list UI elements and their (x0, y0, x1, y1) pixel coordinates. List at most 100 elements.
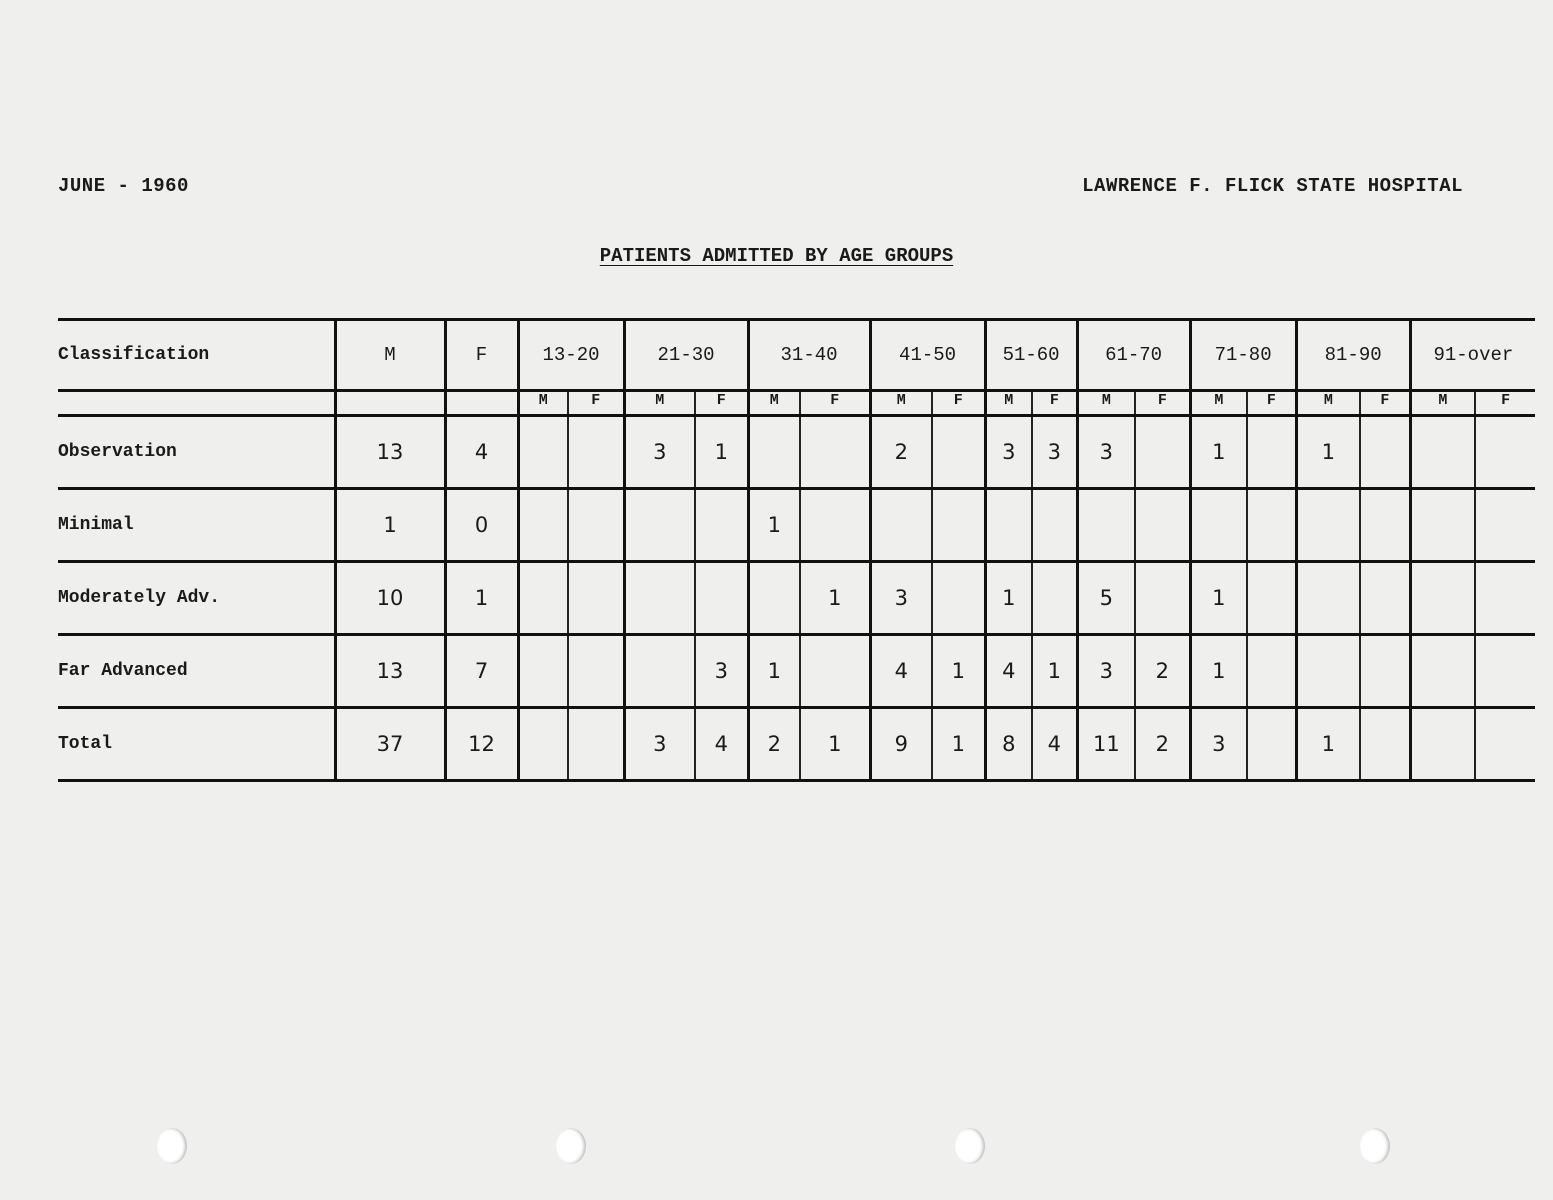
female-count-cell: 3 (694, 634, 749, 709)
punch-hole (157, 1128, 187, 1164)
punch-hole (1360, 1128, 1390, 1164)
female-count-cell: 1 (799, 561, 871, 636)
female-count-cell (1031, 488, 1078, 563)
subheader-male: M (516, 390, 568, 417)
page-title: PATIENTS ADMITTED BY AGE GROUPS (599, 245, 954, 267)
male-count-cell: 1 (746, 488, 801, 563)
column-header: 31-40 (746, 318, 871, 392)
female-count-cell (931, 488, 986, 563)
subheader-blank (443, 390, 518, 417)
male-count-cell (1294, 634, 1361, 709)
subheader-male: M (1188, 390, 1248, 417)
female-count-cell (566, 415, 625, 490)
institution-name: LAWRENCE F. FLICK STATE HOSPITAL (1082, 175, 1463, 197)
subheader-male: M (746, 390, 801, 417)
subheader-female: F (1134, 390, 1191, 417)
female-count-cell (1246, 634, 1297, 709)
female-count-cell (1134, 415, 1191, 490)
male-count-cell: 9 (868, 707, 933, 782)
column-header: 71-80 (1188, 318, 1297, 392)
total-female-cell: 1 (443, 561, 518, 636)
column-header: F (443, 318, 518, 392)
male-count-cell (746, 415, 801, 490)
male-count-cell (1408, 488, 1476, 563)
male-count-cell: 8 (983, 707, 1033, 782)
male-count-cell: 3 (1075, 415, 1136, 490)
female-count-cell: 1 (799, 707, 871, 782)
male-count-cell (622, 634, 696, 709)
female-count-cell (1474, 415, 1536, 490)
subheader-female: F (1246, 390, 1297, 417)
female-count-cell (694, 488, 749, 563)
subheader-female: F (1031, 390, 1078, 417)
male-count-cell (516, 707, 568, 782)
male-count-cell (1294, 561, 1361, 636)
column-header: 61-70 (1075, 318, 1191, 392)
subheader-male: M (983, 390, 1033, 417)
subheader-male: M (1294, 390, 1361, 417)
male-count-cell (1188, 488, 1248, 563)
female-count-cell (1359, 634, 1411, 709)
male-count-cell: 3 (1188, 707, 1248, 782)
column-header: 51-60 (983, 318, 1078, 392)
column-header: 41-50 (868, 318, 986, 392)
female-count-cell (566, 707, 625, 782)
female-count-cell (1134, 561, 1191, 636)
table-row: Total 37 12 3 4 2 1 9 1 8 4 11 2 3 1 (58, 707, 1536, 782)
male-count-cell: 4 (983, 634, 1033, 709)
column-header: 91-over (1408, 318, 1536, 392)
male-count-cell: 4 (868, 634, 933, 709)
male-count-cell: 3 (622, 707, 696, 782)
male-count-cell (983, 488, 1033, 563)
female-count-cell (1474, 561, 1536, 636)
male-count-cell: 1 (1294, 415, 1361, 490)
male-count-cell: 3 (868, 561, 933, 636)
female-count-cell (799, 634, 871, 709)
total-male-cell: 13 (333, 415, 445, 490)
subheader-female: F (566, 390, 625, 417)
male-count-cell: 5 (1075, 561, 1136, 636)
male-count-cell: 1 (1188, 561, 1248, 636)
column-header: 13-20 (516, 318, 625, 392)
subheader-female: F (694, 390, 749, 417)
female-count-cell (1474, 488, 1536, 563)
column-header-classification: Classification (58, 318, 335, 392)
male-count-cell (746, 561, 801, 636)
female-count-cell: 3 (1031, 415, 1078, 490)
admissions-table: Classification M F 13-20 21-30 31-40 41-50 51-6… (58, 318, 1536, 782)
male-count-cell (516, 634, 568, 709)
male-count-cell: 3 (622, 415, 696, 490)
female-count-cell (931, 561, 986, 636)
female-count-cell (694, 561, 749, 636)
female-count-cell (1134, 488, 1191, 563)
male-count-cell (868, 488, 933, 563)
female-count-cell (1246, 488, 1297, 563)
female-count-cell (1359, 561, 1411, 636)
female-count-cell: 2 (1134, 634, 1191, 709)
male-count-cell: 11 (1075, 707, 1136, 782)
row-label: Total (58, 707, 335, 782)
female-count-cell: 1 (694, 415, 749, 490)
row-label: Moderately Adv. (58, 561, 335, 636)
subheader-male: M (1408, 390, 1476, 417)
column-header: 81-90 (1294, 318, 1411, 392)
male-count-cell: 1 (1294, 707, 1361, 782)
subheader-female: F (931, 390, 986, 417)
row-label: Minimal (58, 488, 335, 563)
female-count-cell (799, 488, 871, 563)
male-count-cell: 1 (746, 634, 801, 709)
male-count-cell (516, 415, 568, 490)
subheader-female: F (799, 390, 871, 417)
female-count-cell (566, 488, 625, 563)
female-count-cell: 1 (931, 634, 986, 709)
male-count-cell: 1 (983, 561, 1033, 636)
table-row: Minimal 1 0 1 (58, 488, 1536, 563)
header-row: Classification M F 13-20 21-30 31-40 41-50 51-6… (58, 318, 1536, 392)
female-count-cell (1474, 707, 1536, 782)
female-count-cell (566, 634, 625, 709)
female-count-cell (1246, 707, 1297, 782)
female-count-cell (1359, 488, 1411, 563)
male-count-cell (1408, 561, 1476, 636)
male-count-cell (622, 561, 696, 636)
male-count-cell (1075, 488, 1136, 563)
